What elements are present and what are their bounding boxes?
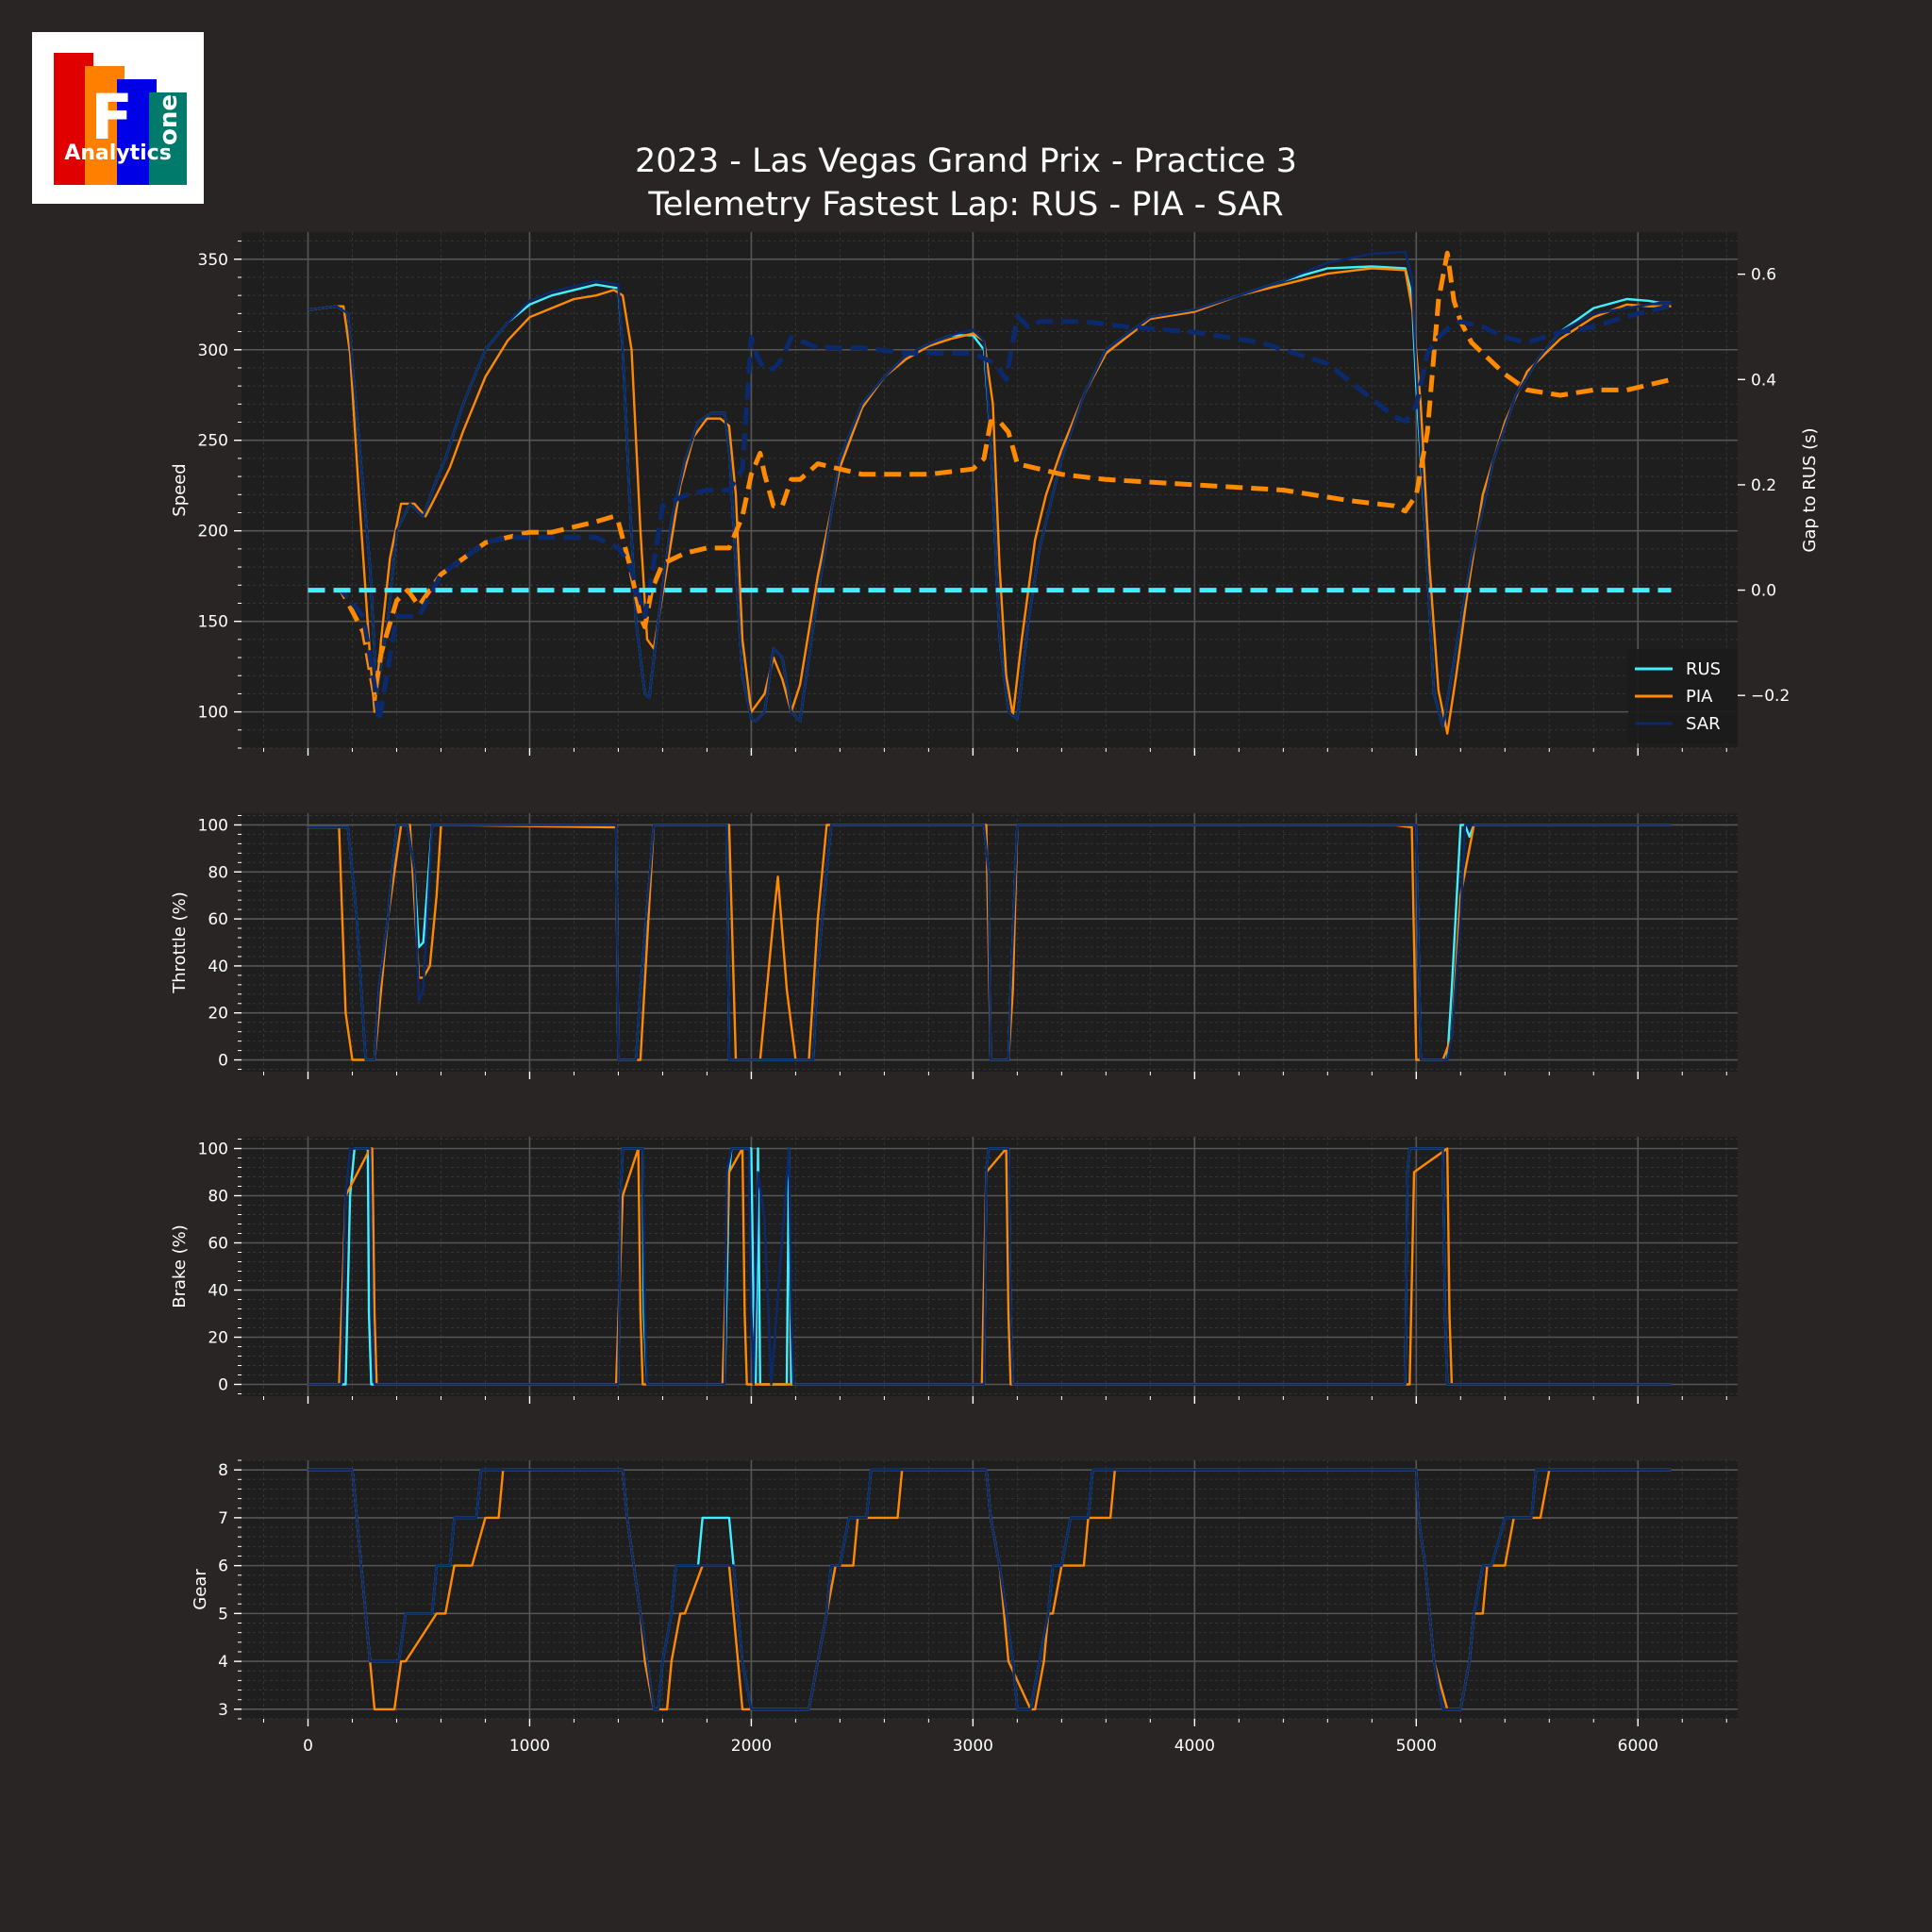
gear-ylabel: Gear xyxy=(191,1569,210,1610)
brake-ytick-label: 60 xyxy=(208,1235,228,1254)
gear-series-group xyxy=(308,1468,1672,1711)
throttle-ytick-label: 0 xyxy=(218,1052,228,1071)
speed-ytick-label: 350 xyxy=(198,251,228,270)
gear-ytick-label: 8 xyxy=(218,1461,228,1480)
chart-title-line2: Telemetry Fastest Lap: RUS - PIA - SAR xyxy=(648,186,1284,224)
throttle-series-group xyxy=(308,824,1672,1061)
legend-label-sar: SAR xyxy=(1686,714,1721,734)
logo-letter-f: F xyxy=(91,81,134,154)
gap-ytick-label: 0.6 xyxy=(1751,266,1776,285)
speed-ytick-label: 300 xyxy=(198,341,228,360)
speed-plot-area xyxy=(242,232,1738,748)
chart-title: 2023 - Las Vegas Grand Prix - Practice 3… xyxy=(0,140,1932,226)
speed-line-sar xyxy=(308,250,1672,728)
logo-bar-green xyxy=(149,92,187,185)
legend: RUS PIA SAR xyxy=(1628,649,1738,743)
brake-line-pia xyxy=(308,1147,1672,1386)
panel-speed: 100 150 200 250 300 350 Speed −0.2 0.0 0.2 0.4 0.6 G… xyxy=(170,232,1820,756)
gap-ytick-label: −0.2 xyxy=(1751,687,1790,706)
brake-line-sar xyxy=(308,1147,1672,1386)
gear-ytick-label: 6 xyxy=(218,1557,228,1576)
xtick-label: 4000 xyxy=(1174,1737,1215,1756)
speed-line-pia-gap xyxy=(308,250,1673,698)
gear-ytick-label: 3 xyxy=(218,1701,228,1720)
speed-ytick-label: 250 xyxy=(198,432,228,451)
gap-ytick-label: 0.2 xyxy=(1751,476,1776,495)
gap-ytick-label: 0.4 xyxy=(1751,371,1776,390)
brake-ytick-label: 100 xyxy=(198,1141,228,1159)
xtick-label: 3000 xyxy=(953,1737,993,1756)
throttle-ytick-label: 40 xyxy=(208,958,228,976)
speed-line-pia xyxy=(308,267,1672,735)
throttle-ytick-label: 80 xyxy=(208,863,228,882)
logo-word: Analytics xyxy=(64,142,172,165)
throttle-line-sar xyxy=(308,824,1672,1061)
speed-ytick-label: 150 xyxy=(198,613,228,632)
gear-line-sar xyxy=(308,1468,1672,1711)
brake-ytick-label: 0 xyxy=(218,1376,228,1395)
speed-ylabel: Speed xyxy=(170,463,190,516)
brake-ytick-label: 80 xyxy=(208,1188,228,1207)
speed-ytick-label: 200 xyxy=(198,523,228,541)
logo: F one Analytics xyxy=(32,32,204,204)
gear-ytick-label: 5 xyxy=(218,1605,228,1624)
xtick-label: 2000 xyxy=(731,1737,772,1756)
throttle-ytick-label: 100 xyxy=(198,816,228,835)
gear-ytick-label: 4 xyxy=(218,1653,228,1672)
brake-plot-area xyxy=(242,1137,1738,1396)
throttle-ylabel: Throttle (%) xyxy=(170,891,190,993)
brake-ylabel: Brake (%) xyxy=(170,1224,190,1308)
brake-series-group xyxy=(308,1147,1672,1386)
panel-throttle: 0 20 40 60 80 100 Throttle (%) xyxy=(170,813,1738,1079)
legend-label-rus: RUS xyxy=(1686,659,1721,679)
speed-ytick-label: 100 xyxy=(198,704,228,723)
xtick-label: 0 xyxy=(303,1737,313,1756)
speed-series-group xyxy=(308,250,1673,735)
legend-label-pia: PIA xyxy=(1686,687,1713,707)
xtick-label: 6000 xyxy=(1618,1737,1658,1756)
xtick-label: 5000 xyxy=(1396,1737,1437,1756)
brake-ytick-label: 40 xyxy=(208,1282,228,1301)
gear-ytick-label: 7 xyxy=(218,1509,228,1528)
gap-ylabel: Gap to RUS (s) xyxy=(1800,427,1820,552)
chart-title-line1: 2023 - Las Vegas Grand Prix - Practice 3 xyxy=(635,142,1297,180)
panel-gear: 3 4 5 6 7 8 Gear 0 1000 2000 3000 4000 5000 6000 xyxy=(191,1459,1738,1756)
throttle-ytick-label: 60 xyxy=(208,910,228,929)
xtick-label: 1000 xyxy=(509,1737,550,1756)
panel-brake: 0 20 40 60 80 100 Brake (%) xyxy=(170,1137,1738,1404)
speed-line-sar-gap xyxy=(308,303,1673,724)
gap-ytick-label: 0.0 xyxy=(1751,582,1776,601)
brake-ytick-label: 20 xyxy=(208,1329,228,1348)
throttle-ytick-label: 20 xyxy=(208,1005,228,1024)
